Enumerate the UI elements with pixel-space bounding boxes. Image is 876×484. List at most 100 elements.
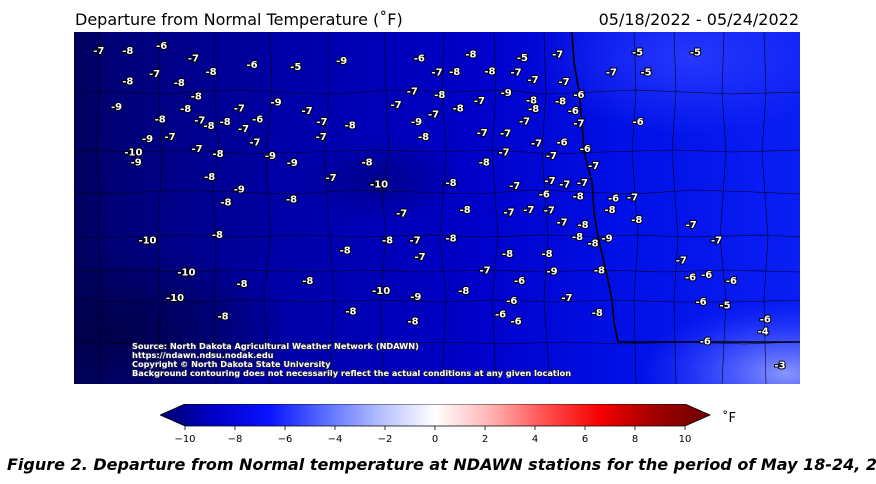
station-value: -8 — [434, 90, 445, 101]
station-value: -8 — [382, 235, 393, 246]
station-value: -7 — [165, 132, 176, 143]
station-value: -10 — [370, 180, 388, 191]
station-value: -5 — [719, 301, 730, 312]
station-value: -7 — [588, 161, 599, 172]
station-value: -7 — [191, 144, 202, 155]
station-value: -8 — [286, 195, 297, 206]
station-value: -8 — [594, 266, 605, 277]
station-value: -6 — [573, 90, 584, 101]
station-value: -4 — [758, 327, 769, 338]
colorbar-tick-label: 8 — [632, 434, 638, 445]
station-value: -9 — [547, 266, 558, 277]
station-value: -7 — [519, 116, 530, 127]
station-value: -6 — [246, 60, 257, 71]
credit-line: Copyright © North Dakota State Universit… — [132, 359, 331, 369]
station-value: -7 — [326, 173, 337, 184]
station-value: -7 — [573, 119, 584, 130]
station-value: -6 — [414, 54, 425, 65]
station-value: -7 — [503, 208, 514, 219]
station-value: -8 — [502, 249, 513, 260]
station-value: -7 — [428, 110, 439, 121]
station-value: -6 — [252, 114, 263, 125]
temperature-map: -7 -8 -6-7-6 -5-9 -6 -8 -5 -7 -5 -5-7 -8 -7 -8 -8 -7-7… — [74, 32, 800, 384]
station-value: -8 — [122, 46, 133, 57]
station-value: -8 — [418, 132, 429, 143]
station-value: -5 — [290, 62, 301, 73]
station-value: -8 — [458, 286, 469, 297]
station-value: -7 — [606, 68, 617, 79]
station-value: -8 — [155, 114, 166, 125]
station-value: -7 — [711, 235, 722, 246]
station-value: -8 — [204, 172, 215, 183]
station-value: -8 — [122, 76, 133, 87]
station-value: -7 — [316, 132, 327, 143]
station-value: -7 — [511, 68, 522, 79]
station-value: -9 — [131, 158, 142, 169]
station-value: -7 — [234, 104, 245, 115]
station-value: -9 — [142, 134, 153, 145]
station-value: -7 — [500, 129, 511, 140]
station-value: -7 — [431, 68, 442, 79]
station-value: -8 — [592, 308, 603, 319]
station-value: -8 — [302, 276, 313, 287]
station-value: -7 — [249, 137, 260, 148]
station-value: -5 — [640, 68, 651, 79]
station-value: -7 — [556, 218, 567, 229]
station-value: -7 — [194, 115, 205, 126]
colorbar-tick-label: 6 — [582, 434, 588, 445]
station-value: -8 — [572, 232, 583, 243]
figure-caption: Figure 2. Departure from Normal temperat… — [7, 455, 876, 474]
station-value: -7 — [527, 75, 538, 86]
colorbar-tick-label: −8 — [228, 434, 243, 445]
station-value: -6 — [608, 194, 619, 205]
station-value: -7 — [499, 147, 510, 158]
station-value: -7 — [676, 256, 687, 267]
station-value: -6 — [514, 276, 525, 287]
station-value: -3 — [775, 360, 786, 371]
station-value: -8 — [484, 66, 495, 77]
station-value: -7 — [479, 266, 490, 277]
station-value: -9 — [336, 56, 347, 67]
station-value: -7 — [544, 206, 555, 217]
station-value: -9 — [411, 117, 422, 128]
station-value: -6 — [511, 316, 522, 327]
station-value: -7 — [407, 87, 418, 98]
station-value: -7 — [410, 235, 421, 246]
station-value: -10 — [177, 267, 195, 278]
colorbar-tick-label: 10 — [679, 434, 692, 445]
station-value: -7 — [627, 192, 638, 203]
station-value: -8 — [587, 239, 598, 250]
station-value: -5 — [690, 48, 701, 59]
state-border-river — [571, 32, 619, 343]
station-value: -7 — [577, 178, 588, 189]
credit-line: https://ndawn.ndsu.nodak.edu — [132, 350, 274, 360]
station-value: -7 — [523, 205, 534, 216]
station-value: -7 — [188, 54, 199, 65]
colorbar-tick-label: −2 — [378, 434, 393, 445]
station-value: -8 — [460, 205, 471, 216]
station-value: -7 — [316, 117, 327, 128]
colorbar-tick-label: −10 — [174, 434, 195, 445]
station-value: -8 — [340, 245, 351, 256]
station-value: -9 — [265, 151, 276, 162]
station-value: -8 — [220, 117, 231, 128]
station-value: -8 — [578, 220, 589, 231]
station-value: -6 — [580, 144, 591, 155]
credit-line: Source: North Dakota Agricultural Weathe… — [132, 341, 419, 351]
color-scale-legend: −10 −8 −6 −4 −2 0 2 4 6 8 10 — [160, 404, 711, 445]
station-value: -7 — [415, 252, 426, 263]
station-value: -6 — [700, 337, 711, 348]
station-value: -6 — [556, 137, 567, 148]
station-value: -8 — [213, 149, 224, 160]
station-value: -8 — [631, 215, 642, 226]
station-value: -8 — [446, 178, 457, 189]
station-value: -7 — [396, 208, 407, 219]
colorbar-tick-label: 2 — [482, 434, 488, 445]
colorbar-tick-label: −4 — [328, 434, 343, 445]
station-values: -7 -8 -6-7-6 -5-9 -6 -8 -5 -7 -5 -5-7 -8 -7 -8 -8 -7-7… — [92, 40, 786, 372]
station-value: -10 — [138, 235, 156, 246]
station-value: -6 — [156, 41, 167, 52]
station-value: -7 — [509, 181, 520, 192]
station-value: -8 — [174, 78, 185, 89]
station-value: -8 — [180, 104, 191, 115]
